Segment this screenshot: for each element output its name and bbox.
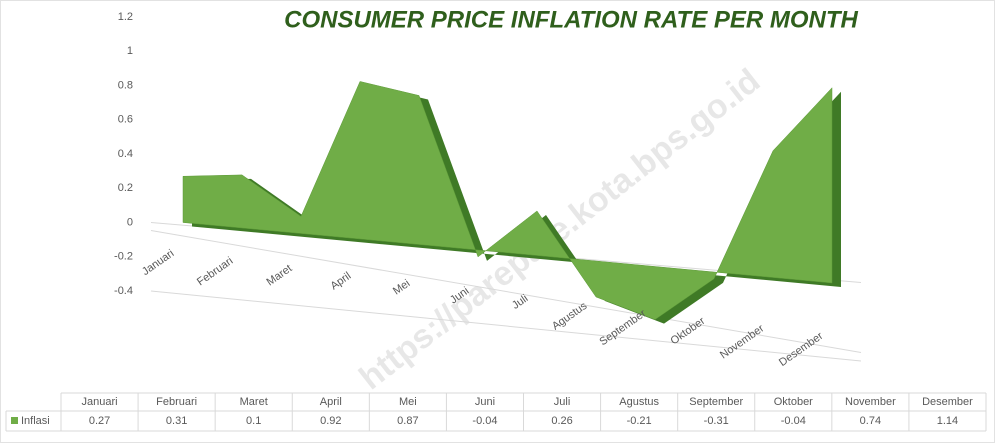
table-header: November — [845, 396, 896, 408]
table-value: 0.31 — [166, 415, 187, 427]
x-tick-label: Mei — [391, 278, 412, 298]
y-tick-label: 0.8 — [118, 79, 133, 91]
table-value: 0.74 — [860, 415, 881, 427]
table-header: Oktober — [774, 396, 813, 408]
floor-edge — [150, 230, 862, 353]
table-value: -0.31 — [704, 415, 729, 427]
table-header: Juni — [475, 396, 495, 408]
y-tick-label: -0.4 — [114, 285, 133, 297]
table-value: 0.92 — [320, 415, 341, 427]
chart-title: CONSUMER PRICE INFLATION RATE PER MONTH — [284, 6, 858, 33]
x-tick-label: September — [597, 307, 648, 348]
table-header: Desember — [922, 396, 973, 408]
x-tick-label: Desember — [777, 330, 826, 369]
x-tick-label: Agustus — [550, 300, 590, 333]
y-tick-label: 0 — [127, 216, 133, 228]
table-header: Mei — [399, 396, 417, 408]
table-value: -0.04 — [781, 415, 806, 427]
y-tick-label: 1 — [127, 45, 133, 57]
table-header: Februari — [156, 396, 197, 408]
table-value: 0.87 — [397, 415, 418, 427]
legend-key — [11, 417, 18, 424]
table-header: Januari — [82, 396, 118, 408]
x-tick-label: November — [718, 322, 767, 361]
area-side — [192, 85, 841, 324]
area — [182, 81, 833, 320]
x-tick-label: Januari — [140, 248, 176, 279]
x-tick-label: Februari — [195, 255, 235, 288]
x-tick-label: Maret — [264, 263, 294, 289]
table-header: Agustus — [619, 396, 659, 408]
legend-label: Inflasi — [21, 415, 50, 427]
y-tick-label: 1.2 — [118, 11, 133, 23]
table-header: September — [689, 396, 743, 408]
x-tick-label: April — [328, 270, 353, 292]
y-tick-label: 0.6 — [118, 114, 133, 126]
y-tick-label: 0.2 — [118, 182, 133, 194]
x-tick-label: Oktober — [668, 315, 707, 347]
table-value: 0.27 — [89, 415, 110, 427]
table-value: 0.26 — [551, 415, 572, 427]
table-value: 1.14 — [937, 415, 958, 427]
table-value: -0.04 — [472, 415, 497, 427]
y-tick-label: 0.4 — [118, 148, 133, 160]
table-value: -0.21 — [627, 415, 652, 427]
table-header: Juli — [554, 396, 571, 408]
table-header: April — [320, 396, 342, 408]
table-header: Maret — [240, 396, 268, 408]
floor — [150, 290, 862, 362]
table-value: 0.1 — [246, 415, 261, 427]
y-tick-label: -0.2 — [114, 251, 133, 263]
